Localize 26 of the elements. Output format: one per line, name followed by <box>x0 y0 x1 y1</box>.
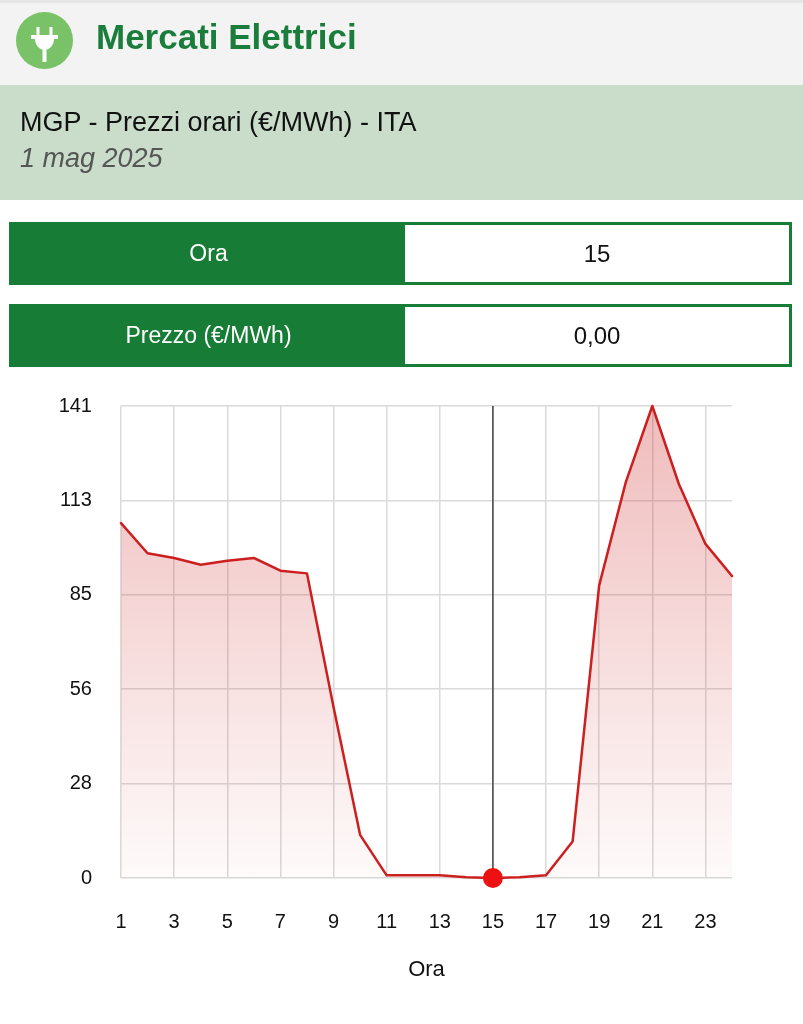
text: Mercati Elettrici <box>96 17 357 57</box>
x-tick-label: 13 <box>428 909 451 932</box>
y-tick-label: 85 <box>69 582 92 605</box>
text: 0,00 <box>573 321 621 350</box>
x-tick-label: 5 <box>221 909 233 932</box>
text: Prezzo (€/MWh) <box>125 322 292 349</box>
text: 15 <box>583 239 611 268</box>
y-tick-label: 28 <box>69 771 92 794</box>
y-tick-label: 56 <box>69 676 92 699</box>
x-tick-label: 9 <box>327 909 340 932</box>
x-tick-label: 23 <box>694 909 717 932</box>
x-tick-label: 11 <box>376 909 398 932</box>
chart-subtitle: 1 mag 2025 <box>20 143 163 174</box>
text: Ora <box>189 240 228 267</box>
x-tick-label: 1 <box>115 909 127 932</box>
x-tick-label: 19 <box>588 909 611 932</box>
x-tick-label: 17 <box>534 909 558 932</box>
x-tick-label: 3 <box>168 909 180 932</box>
x-tick-label: 21 <box>641 909 664 932</box>
x-tick-label: 7 <box>274 909 286 932</box>
y-tick-label: 0 <box>80 865 92 888</box>
chart-title: MGP - Prezzi orari (€/MWh) - ITA <box>20 107 417 138</box>
x-axis-title: Ora <box>408 955 446 981</box>
x-tick-label: 15 <box>481 909 505 932</box>
y-tick-label: 141 <box>58 393 92 416</box>
y-tick-label: 113 <box>60 487 92 510</box>
